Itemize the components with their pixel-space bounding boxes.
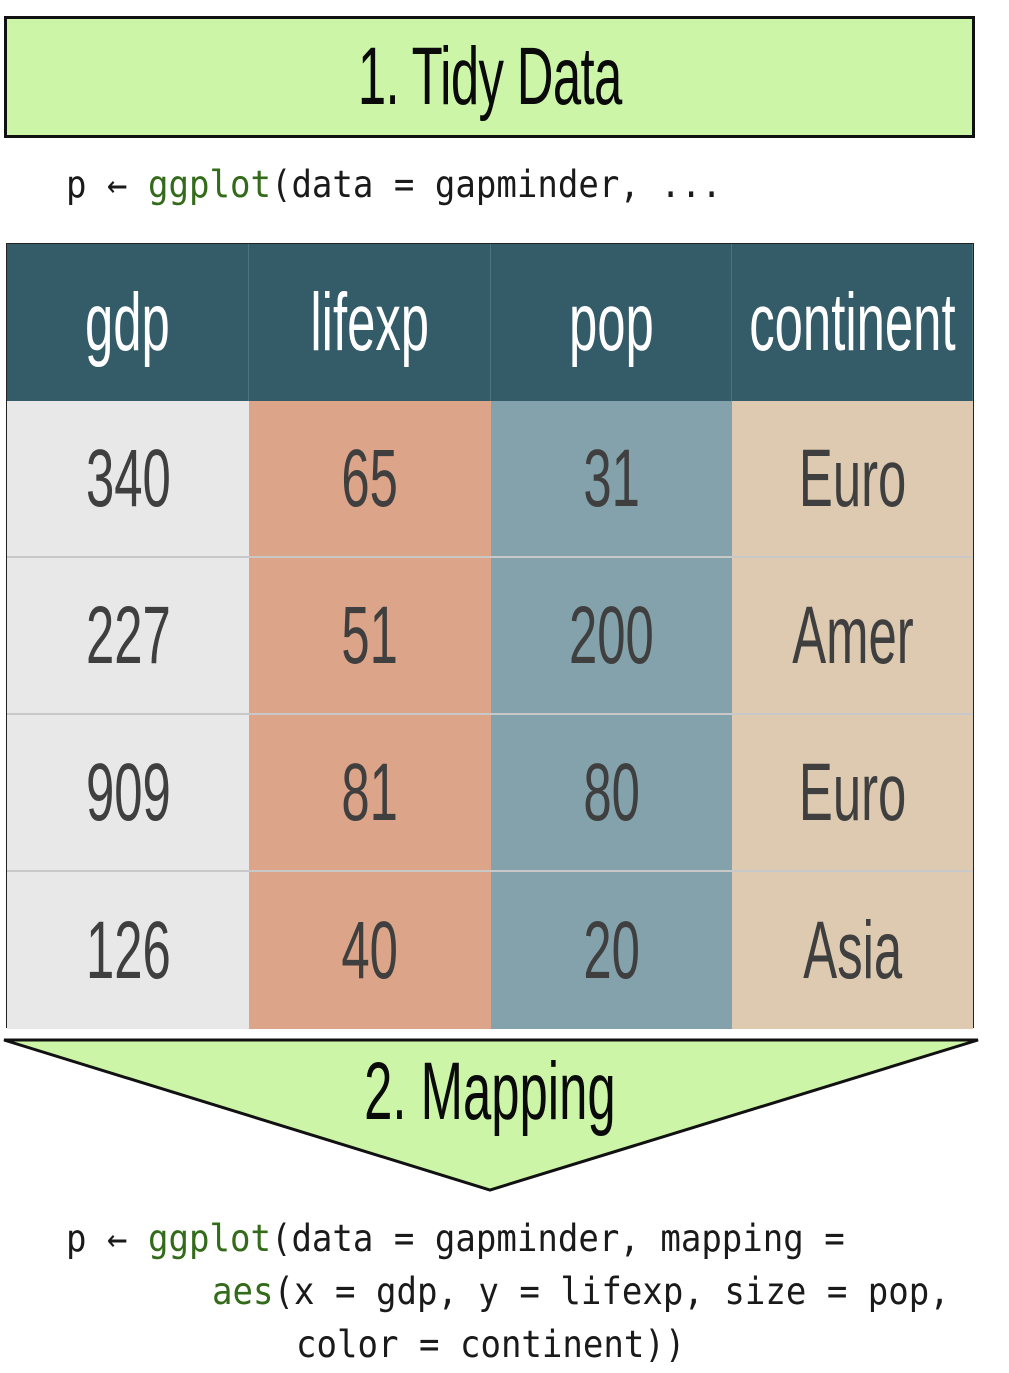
ggplot-mapping-code-line1: p ← ggplot(data = gapminder, mapping = [66,1212,845,1265]
cell-gdp: 227 [7,558,249,715]
cell-continent: Euro [732,401,973,558]
code-args: (data = gapminder, mapping = [270,1217,845,1260]
cell-lifexp: 40 [249,872,491,1029]
cell-gdp: 126 [7,872,249,1029]
cell-gdp: 340 [7,401,249,558]
cell-lifexp: 65 [249,401,491,558]
tidy-data-banner: 1. Tidy Data [4,16,975,138]
header-continent: continent [732,244,973,401]
header-lifexp: lifexp [249,244,491,401]
mapping-label: 2. Mapping [4,1042,975,1142]
header-gdp: gdp [7,244,249,401]
cell-pop: 31 [491,401,732,558]
code-fn-ggplot: ggplot [147,1217,271,1260]
code-args: (x = gdp, y = lifexp, size = pop, [273,1270,950,1313]
code-var: p ← [66,163,148,206]
cell-pop: 80 [491,715,732,872]
cell-pop: 20 [491,872,732,1029]
code-args: (data = gapminder, ... [270,163,722,206]
code-fn-aes: aes [212,1270,274,1313]
ggplot-mapping-code-line2: aes(x = gdp, y = lifexp, size = pop, [212,1265,950,1318]
cell-continent: Asia [732,872,973,1029]
cell-continent: Amer [732,558,973,715]
cell-gdp: 909 [7,715,249,872]
cell-continent: Euro [732,715,973,872]
cell-pop: 200 [491,558,732,715]
cell-lifexp: 51 [249,558,491,715]
header-pop: pop [491,244,732,401]
mapping-title: 2. Mapping [363,1046,616,1137]
cell-lifexp: 81 [249,715,491,872]
code-fn-ggplot: ggplot [147,163,271,206]
ggplot-code-line: p ← ggplot(data = gapminder, ... [66,158,722,211]
mapping-arrow [3,1038,979,1192]
code-var: p ← [66,1217,148,1260]
ggplot-mapping-code-line3: color = continent)) [296,1323,686,1366]
tidy-data-title: 1. Tidy Data [357,31,622,122]
gapminder-table: gdp lifexp pop continent 340 65 31 Euro … [6,243,974,1029]
